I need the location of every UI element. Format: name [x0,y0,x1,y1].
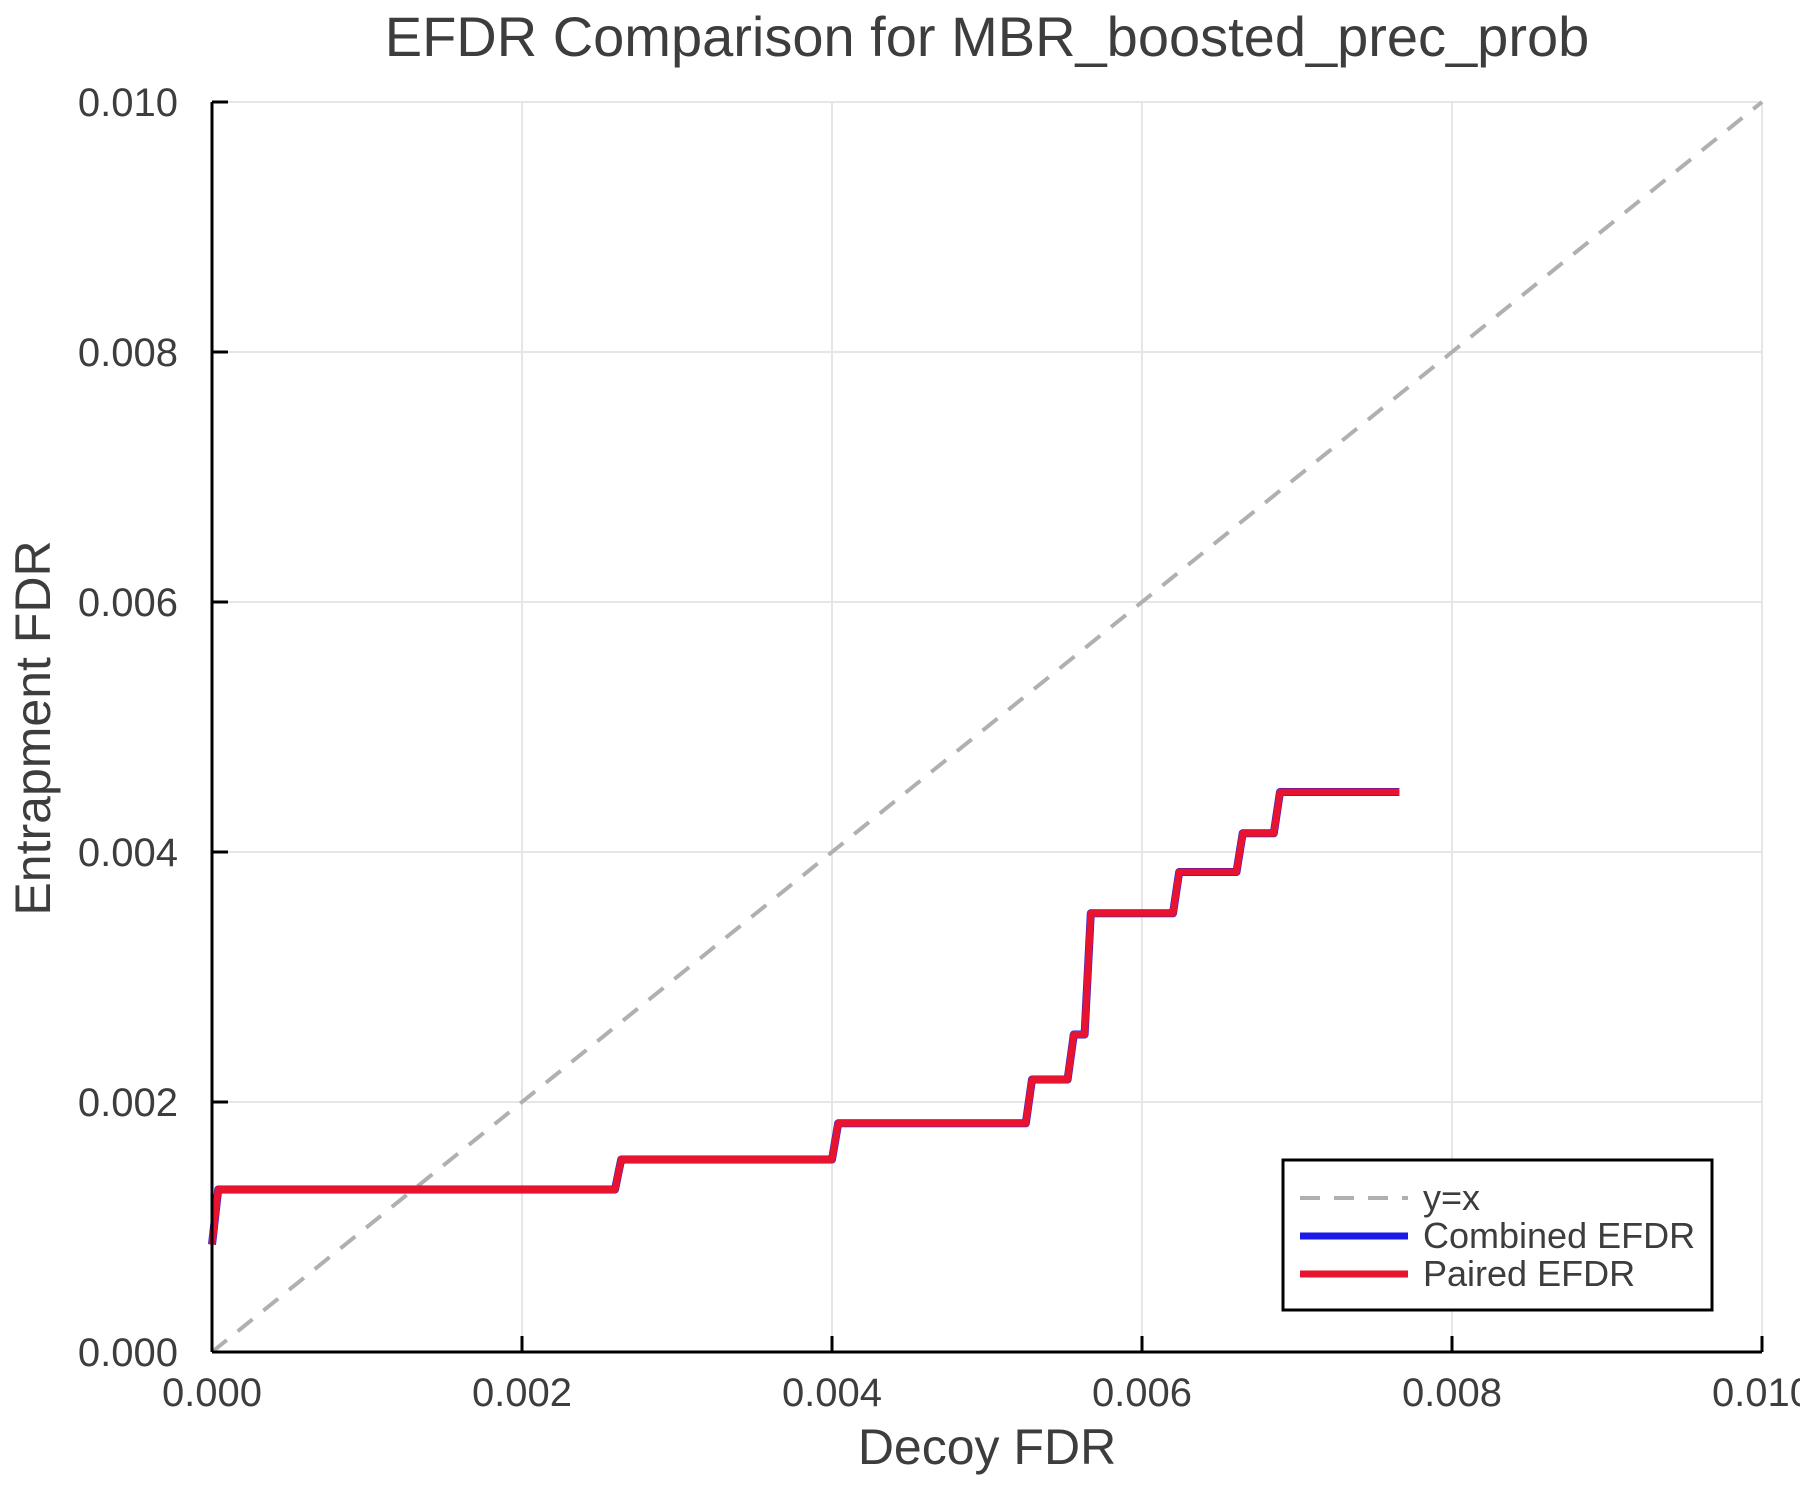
y-axis-label: Entrapment FDR [5,540,61,915]
x-tick-label: 0.000 [162,1371,262,1415]
legend-label-yx: y=x [1423,1177,1480,1218]
y-tick-label: 0.008 [78,331,178,375]
series-line-y-x [210,100,1764,1354]
x-axis-label: Decoy FDR [858,1419,1116,1475]
y-tick-label: 0.004 [78,831,178,875]
legend-label-paired: Paired EFDR [1423,1253,1635,1294]
legend-label-combined: Combined EFDR [1423,1215,1695,1256]
x-tick-label: 0.004 [782,1371,882,1415]
series-line-combined-efdr [208,788,1400,1245]
y-tick-label: 0.006 [78,581,178,625]
chart-title: EFDR Comparison for MBR_boosted_prec_pro… [385,5,1590,68]
x-tick-label: 0.010 [1712,1371,1800,1415]
x-tick-label: 0.002 [472,1371,572,1415]
series-lines [208,100,1764,1354]
y-tick-label: 0.010 [78,81,178,125]
x-tick-label: 0.006 [1092,1371,1192,1415]
series-line-paired-efdr [208,788,1400,1245]
axes-and-ticks [210,100,1764,1354]
legend: y=x Combined EFDR Paired EFDR [1281,1158,1714,1312]
y-tick-label: 0.002 [78,1081,178,1125]
tick-labels: 0.000 0.002 0.004 0.006 0.008 0.010 0.000 0.002… [78,81,1800,1415]
x-tick-label: 0.008 [1402,1371,1502,1415]
y-tick-label: 0.000 [78,1331,178,1375]
